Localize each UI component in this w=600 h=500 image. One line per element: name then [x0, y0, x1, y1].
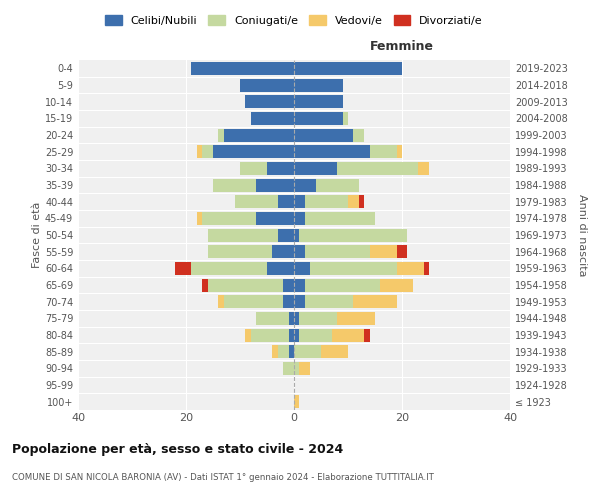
Bar — [256, 178, 294, 192]
Bar — [397, 145, 402, 158]
Bar — [213, 178, 256, 192]
Bar — [321, 345, 348, 358]
Bar — [256, 312, 289, 325]
Bar — [299, 312, 337, 325]
Text: Popolazione per età, sesso e stato civile - 2024: Popolazione per età, sesso e stato civil… — [12, 442, 343, 456]
Bar — [305, 212, 375, 225]
Bar — [370, 145, 397, 158]
Bar — [380, 278, 413, 291]
Bar — [418, 162, 429, 175]
Bar — [278, 195, 294, 208]
Bar — [224, 295, 283, 308]
Bar — [294, 328, 299, 342]
Bar — [240, 162, 267, 175]
Bar — [337, 162, 418, 175]
Bar — [208, 228, 278, 241]
Bar — [305, 295, 353, 308]
Bar — [294, 395, 299, 408]
Bar — [305, 195, 348, 208]
Bar — [310, 262, 397, 275]
Bar — [294, 78, 343, 92]
Bar — [294, 145, 370, 158]
Bar — [283, 278, 294, 291]
Bar — [348, 195, 359, 208]
Bar — [175, 262, 191, 275]
Bar — [353, 128, 364, 141]
Bar — [294, 178, 316, 192]
Bar — [332, 328, 364, 342]
Bar — [305, 245, 370, 258]
Bar — [208, 245, 272, 258]
Bar — [294, 345, 321, 358]
Bar — [294, 295, 305, 308]
Bar — [294, 278, 305, 291]
Bar — [267, 262, 294, 275]
Bar — [251, 328, 289, 342]
Bar — [197, 212, 202, 225]
Bar — [294, 212, 305, 225]
Bar — [294, 245, 305, 258]
Bar — [294, 262, 310, 275]
Bar — [240, 78, 294, 92]
Text: COMUNE DI SAN NICOLA BARONIA (AV) - Dati ISTAT 1° gennaio 2024 - Elaborazione TU: COMUNE DI SAN NICOLA BARONIA (AV) - Dati… — [12, 472, 434, 482]
Text: Femmine: Femmine — [370, 40, 434, 53]
Bar — [202, 278, 208, 291]
Bar — [294, 128, 353, 141]
Bar — [245, 95, 294, 108]
Bar — [267, 162, 294, 175]
Bar — [359, 195, 364, 208]
Bar — [289, 328, 294, 342]
Bar — [191, 262, 267, 275]
Bar — [224, 128, 294, 141]
Bar — [294, 362, 299, 375]
Bar — [370, 245, 397, 258]
Bar — [294, 228, 299, 241]
Bar — [289, 312, 294, 325]
Bar — [299, 328, 332, 342]
Bar — [213, 145, 294, 158]
Bar — [294, 95, 343, 108]
Bar — [245, 328, 251, 342]
Bar — [299, 362, 310, 375]
Bar — [283, 362, 294, 375]
Bar — [299, 228, 407, 241]
Bar — [294, 162, 337, 175]
Legend: Celibi/Nubili, Coniugati/e, Vedovi/e, Divorziati/e: Celibi/Nubili, Coniugati/e, Vedovi/e, Di… — [101, 10, 487, 30]
Bar — [316, 178, 359, 192]
Bar — [208, 278, 283, 291]
Bar — [294, 312, 299, 325]
Bar — [364, 328, 370, 342]
Bar — [294, 112, 343, 125]
Bar — [202, 145, 213, 158]
Bar — [218, 128, 224, 141]
Bar — [424, 262, 429, 275]
Bar — [191, 62, 294, 75]
Bar — [272, 345, 278, 358]
Bar — [197, 145, 202, 158]
Bar — [251, 112, 294, 125]
Y-axis label: Anni di nascita: Anni di nascita — [577, 194, 587, 276]
Bar — [353, 295, 397, 308]
Bar — [397, 262, 424, 275]
Bar — [337, 312, 375, 325]
Bar — [283, 295, 294, 308]
Bar — [289, 345, 294, 358]
Bar — [235, 195, 278, 208]
Bar — [218, 295, 224, 308]
Bar — [256, 212, 294, 225]
Bar — [202, 212, 256, 225]
Bar — [397, 245, 407, 258]
Bar — [305, 278, 380, 291]
Y-axis label: Fasce di età: Fasce di età — [32, 202, 42, 268]
Bar — [294, 195, 305, 208]
Bar — [278, 228, 294, 241]
Bar — [278, 345, 289, 358]
Bar — [294, 62, 402, 75]
Bar — [272, 245, 294, 258]
Bar — [343, 112, 348, 125]
